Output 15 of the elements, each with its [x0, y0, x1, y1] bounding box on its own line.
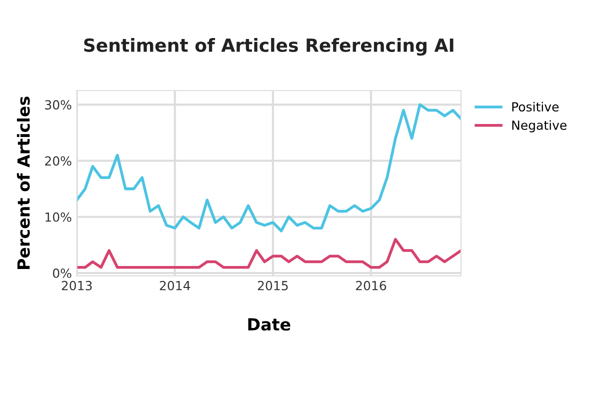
- x-tick-label: 2015: [258, 280, 288, 290]
- legend-label: Negative: [512, 120, 567, 132]
- x-tick-label: 2016: [356, 280, 386, 290]
- legend-label: Positive: [512, 102, 559, 112]
- y-tick-label: 30%: [45, 100, 72, 110]
- line-series: [76, 103, 461, 232]
- y-tick-label: 10%: [46, 212, 72, 222]
- x-tick-label: 2014: [160, 280, 190, 290]
- y-axis-title: Percent of Articles: [16, 96, 30, 270]
- x-tick-label: 2013: [62, 280, 92, 290]
- x-axis-title: Date: [248, 318, 290, 331]
- chart-title: Sentiment of Articles Referencing AI: [84, 38, 454, 56]
- line-series: [76, 238, 461, 269]
- y-tick-label: 0%: [52, 268, 72, 278]
- y-tick-label: 20%: [45, 156, 72, 166]
